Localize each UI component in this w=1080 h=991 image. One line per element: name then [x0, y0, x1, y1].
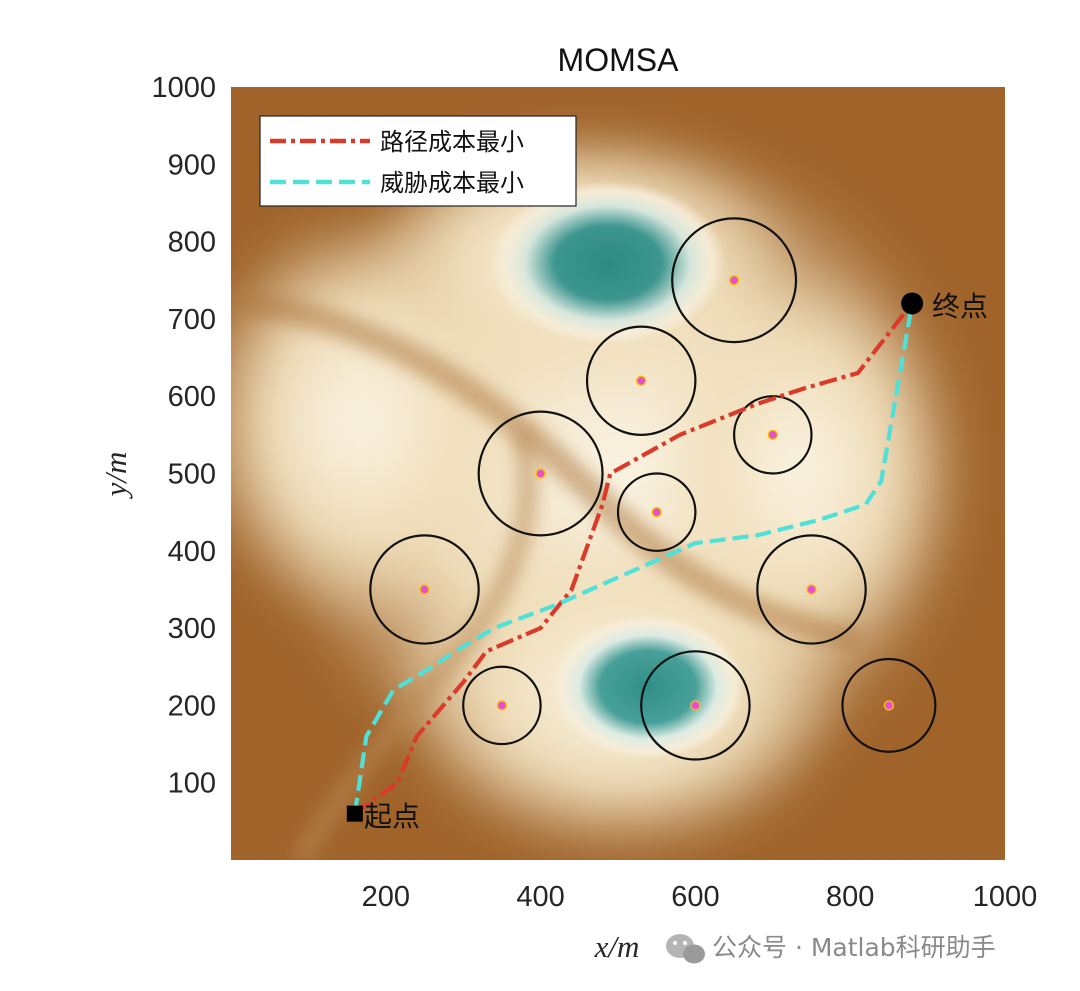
threat-circle-0 [671, 217, 798, 344]
path-lines [352, 302, 915, 816]
threat-circle-3 [477, 410, 604, 537]
y-tick-600: 600 [168, 381, 216, 413]
threat-circles [369, 217, 937, 761]
threat-center-9 [883, 700, 895, 711]
series-line-0 [353, 302, 914, 816]
x-tick-400: 400 [516, 881, 564, 913]
x-tick-labels: 200 400 600 800 1000 [362, 881, 1038, 913]
start-marker [346, 805, 363, 822]
threat-center-7 [496, 700, 508, 711]
threat-circle-4 [616, 472, 697, 552]
threat-center-3 [535, 468, 546, 479]
x-tick-200: 200 [362, 881, 410, 913]
endpoint-markers [346, 292, 924, 822]
y-tick-300: 300 [168, 613, 216, 645]
end-label: 终点 [932, 290, 988, 323]
threat-center-0 [728, 275, 740, 286]
y-tick-200: 200 [168, 690, 216, 722]
y-tick-1000: 1000 [151, 72, 216, 104]
x-tick-600: 600 [671, 881, 719, 913]
threat-circle-6 [756, 534, 867, 645]
start-label: 起点 [364, 800, 420, 833]
y-tick-labels: 100 200 300 400 500 600 700 800 900 1000 [151, 72, 216, 800]
chart-title: MOMSA [558, 42, 680, 78]
y-axis-label: y/m [98, 452, 133, 500]
threat-circle-5 [369, 534, 480, 645]
threat-circle-1 [585, 325, 697, 436]
legend-label-threat-cost: 威胁成本最小 [380, 169, 524, 197]
x-axis-label: x/m [594, 929, 640, 964]
wechat-icon [666, 934, 705, 964]
threat-circle-9 [841, 657, 937, 753]
x-tick-1000: 1000 [973, 881, 1038, 913]
end-marker [901, 292, 924, 315]
y-tick-500: 500 [168, 459, 216, 491]
threat-circle-2 [732, 395, 813, 475]
y-tick-400: 400 [168, 536, 216, 568]
y-tick-900: 900 [168, 149, 216, 181]
threat-circle-7 [462, 665, 542, 746]
legend-label-path-cost: 路径成本最小 [380, 128, 524, 156]
watermark-text: 公众号 · Matlab科研助手 [712, 933, 996, 962]
threat-circle-8 [640, 650, 751, 761]
y-tick-800: 800 [168, 227, 216, 259]
threat-center-6 [806, 584, 817, 595]
y-tick-700: 700 [168, 304, 216, 336]
threat-center-8 [690, 700, 701, 711]
series-line-1 [352, 303, 915, 814]
watermark: 公众号 · Matlab科研助手 [666, 933, 996, 964]
x-tick-800: 800 [826, 881, 874, 913]
legend: 路径成本最小 威胁成本最小 [259, 115, 577, 207]
threat-center-5 [419, 584, 430, 595]
threat-center-1 [636, 375, 647, 386]
threat-center-4 [651, 506, 662, 518]
threat-center-2 [767, 429, 778, 441]
y-tick-100: 100 [168, 768, 216, 800]
